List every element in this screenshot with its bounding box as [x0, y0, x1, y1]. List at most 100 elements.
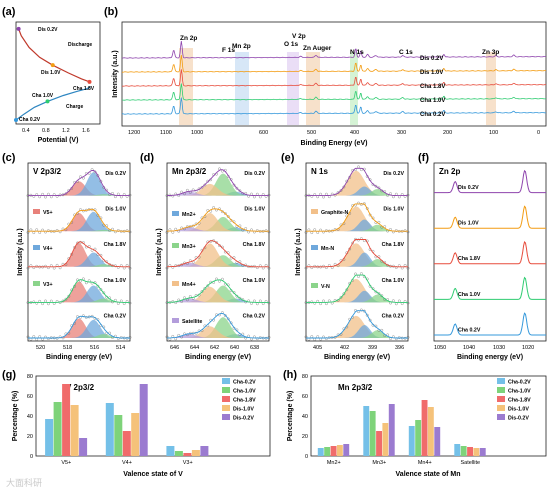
data-point: [394, 266, 398, 269]
legend-label: Cha-0.2V: [508, 380, 531, 386]
bar: [363, 406, 370, 456]
panel-label-e: (e): [281, 152, 295, 164]
data-point: [325, 337, 328, 340]
fit-envelope: [306, 167, 408, 197]
bar: [122, 431, 131, 456]
fit-component: [167, 286, 269, 303]
legend-label-v3: V3+: [43, 282, 53, 288]
data-point: [235, 186, 239, 190]
fit-envelope: [166, 312, 269, 339]
fit-envelope: [306, 310, 408, 339]
panel-c-frame: [27, 162, 131, 342]
data-point: [258, 299, 262, 303]
data-point: [339, 189, 343, 192]
panel-d-plot: Dis 0.2V Dis 1.0V Cha 1.8V Cha 1.0V Cha 0.2V: [165, 167, 271, 341]
panel-h-title: Mn 2p3/2: [338, 383, 373, 392]
fit-envelope: [28, 169, 130, 197]
legend-label-mn2: Mn2+: [182, 212, 196, 218]
fit-component: [28, 194, 130, 196]
fit-component: [28, 181, 130, 196]
data-point: [96, 174, 100, 177]
legend-label-mn4: Mn4+: [182, 282, 196, 288]
data-point: [229, 321, 233, 325]
legend-label: Cha-0.2V: [233, 380, 256, 386]
legend-label: Cha-1.8V: [233, 398, 256, 404]
fit-component: [306, 252, 408, 267]
fit-envelope: [28, 315, 130, 339]
data-point: [203, 183, 207, 187]
panel-a-xtick: 1.2: [62, 128, 70, 134]
bar: [131, 413, 140, 456]
survey-spectrum: [122, 97, 547, 115]
row-label: Dis 0.2V: [383, 171, 404, 177]
data-point: [313, 228, 317, 232]
peak-label-n1s: N 1s: [350, 49, 364, 56]
legend-label: Dis-0.2V: [508, 416, 529, 422]
data-point: [38, 335, 42, 339]
data-point: [264, 264, 268, 267]
category-label: V5+: [61, 460, 71, 466]
data-point: [371, 287, 375, 290]
fit-component: [306, 186, 408, 196]
legend-swatch-mn3: [172, 243, 179, 248]
legend-swatch: [222, 378, 230, 384]
fit-component: [167, 298, 269, 303]
series-label-cha-0.2v: Cha 0.2V: [420, 112, 445, 118]
fit-component: [306, 170, 408, 196]
legend-swatch: [222, 405, 230, 411]
bar: [382, 423, 389, 456]
data-point: [35, 264, 39, 268]
annotation-discharge: Discharge: [68, 42, 92, 48]
data-point: [238, 296, 242, 300]
fit-component: [306, 290, 408, 303]
legend-swatch: [497, 396, 505, 402]
data-point: [255, 192, 259, 196]
panel-label-b: (b): [104, 6, 118, 18]
legend-label-v5: V5+: [43, 210, 53, 216]
panel-b-xtick: 0: [537, 130, 540, 136]
data-point: [52, 266, 56, 270]
legend-label-mn-n: Mn-N: [321, 246, 334, 252]
fit-envelope: [306, 274, 408, 303]
fit-component: [306, 219, 408, 232]
bar: [434, 427, 441, 456]
series-label-dis-0.2v: Dis 0.2V: [420, 56, 443, 62]
data-point: [377, 292, 381, 295]
fit-component: [167, 213, 269, 232]
row-label: Cha 0.2V: [243, 313, 266, 319]
bar: [479, 448, 486, 456]
legend-swatch-v4: [33, 245, 40, 250]
bar: [317, 448, 324, 456]
panel-label-c: (c): [2, 152, 16, 164]
data-point: [119, 195, 123, 199]
legend-label-mn3: Mn3+: [182, 244, 196, 250]
ytick-label: 20: [302, 434, 308, 440]
ytick-label: 0: [305, 454, 308, 460]
row-label: Cha 1.8V: [382, 242, 405, 248]
data-point: [253, 195, 256, 199]
data-point: [206, 284, 210, 288]
data-point: [307, 337, 311, 341]
panel-f-xlabel: Binding energy (eV): [457, 354, 523, 361]
data-point: [38, 231, 42, 234]
watermark: 大面科研: [6, 477, 42, 488]
legend-swatch: [497, 414, 505, 420]
data-point: [253, 299, 256, 303]
data-point: [102, 291, 106, 295]
legend-swatch: [497, 405, 505, 411]
fit-component: [306, 294, 408, 303]
state-marker: [87, 79, 92, 84]
panel-label-a: (a): [2, 6, 16, 18]
ytick-label: 40: [302, 414, 308, 420]
data-point: [394, 337, 398, 341]
fit-component: [167, 262, 269, 267]
panel-a-xlabel: Potential (V): [38, 137, 79, 144]
o1s-highlight: [287, 52, 299, 125]
category-label: Mn2+: [327, 460, 341, 466]
panel-h: (h) Mn 2p3/2 0 20 40 60 80 Mn2+ Mn3+ Mn4+ Satell…: [283, 369, 547, 478]
legend-swatch: [497, 378, 505, 384]
bar: [53, 402, 62, 456]
panel-c-ylabel: Intensity (a.u.): [17, 228, 24, 275]
ytick-label: 80: [302, 374, 308, 380]
data-point: [394, 192, 398, 196]
